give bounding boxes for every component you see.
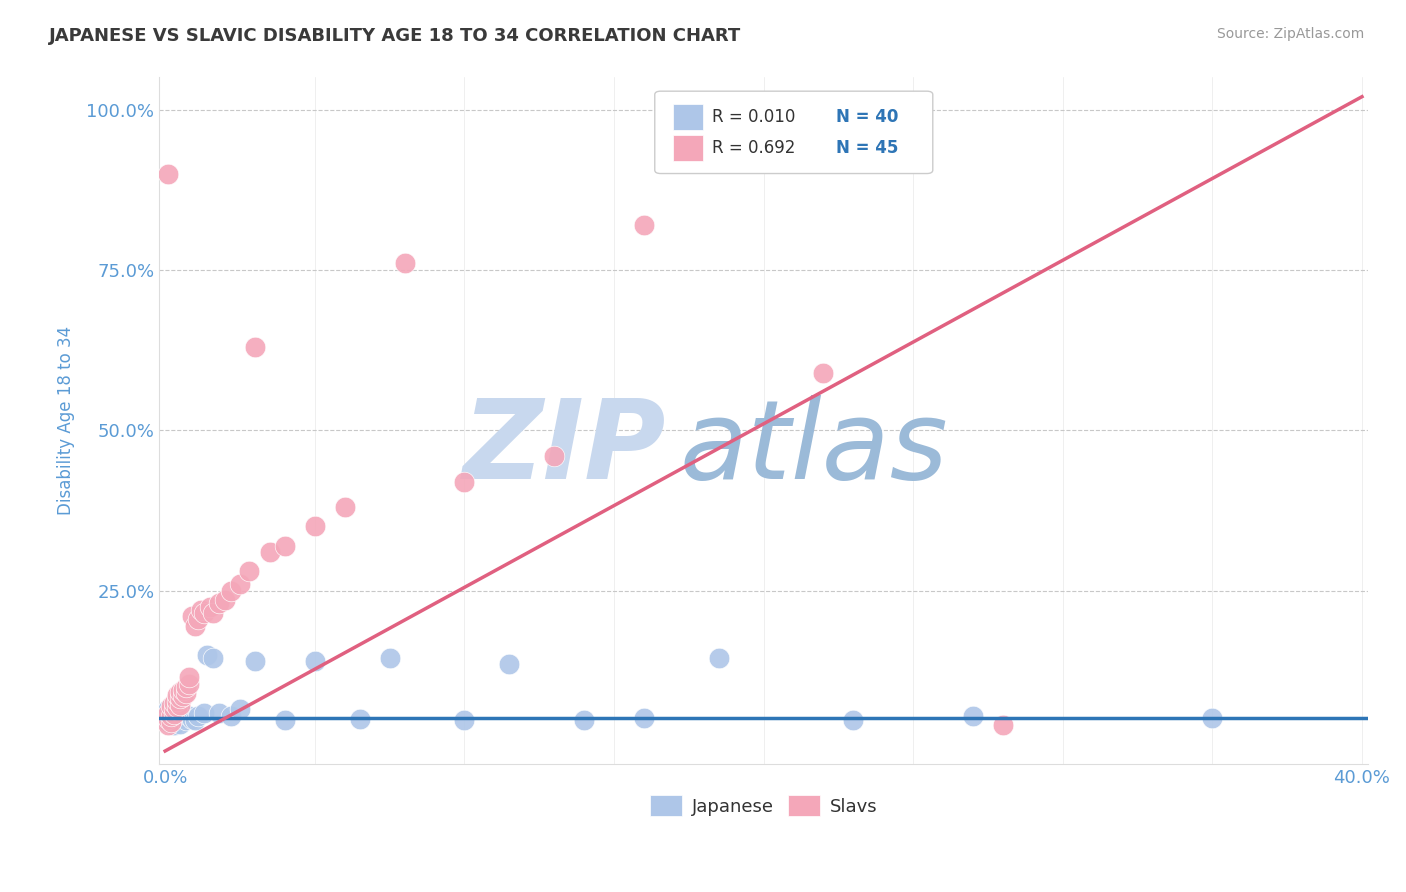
- Point: [163, 713, 186, 727]
- Point: [177, 708, 200, 723]
- Point: [274, 539, 297, 553]
- Point: [193, 706, 215, 720]
- Point: [187, 708, 209, 723]
- Point: [198, 599, 221, 614]
- Point: [214, 593, 236, 607]
- Point: [174, 686, 197, 700]
- Point: [160, 708, 183, 723]
- Point: [238, 565, 260, 579]
- Point: [219, 708, 242, 723]
- Point: [163, 696, 186, 710]
- Point: [160, 712, 183, 726]
- Point: [166, 711, 188, 725]
- Point: [166, 694, 188, 708]
- Point: [157, 718, 180, 732]
- Point: [333, 500, 356, 515]
- Point: [166, 700, 188, 714]
- Point: [169, 706, 191, 720]
- Point: [202, 651, 225, 665]
- Point: [229, 577, 252, 591]
- Point: [453, 713, 475, 727]
- Point: [181, 609, 204, 624]
- Point: [813, 366, 835, 380]
- Point: [169, 685, 191, 699]
- Text: R = 0.010: R = 0.010: [711, 108, 794, 126]
- Point: [163, 706, 186, 721]
- Point: [453, 475, 475, 489]
- Point: [187, 612, 209, 626]
- Point: [177, 676, 200, 690]
- Text: N = 40: N = 40: [837, 108, 898, 126]
- Point: [193, 606, 215, 620]
- Point: [498, 657, 520, 672]
- Point: [163, 718, 186, 732]
- Text: N = 45: N = 45: [837, 139, 898, 157]
- Point: [202, 606, 225, 620]
- Point: [394, 256, 416, 270]
- Point: [166, 713, 188, 727]
- Point: [349, 712, 371, 726]
- Point: [259, 545, 281, 559]
- Point: [543, 449, 565, 463]
- Point: [172, 711, 194, 725]
- Point: [172, 690, 194, 704]
- Point: [243, 654, 266, 668]
- Point: [160, 715, 183, 730]
- Point: [169, 717, 191, 731]
- Point: [157, 715, 180, 730]
- Point: [172, 683, 194, 698]
- Y-axis label: Disability Age 18 to 34: Disability Age 18 to 34: [58, 326, 75, 516]
- Point: [157, 167, 180, 181]
- Text: Source: ZipAtlas.com: Source: ZipAtlas.com: [1216, 27, 1364, 41]
- Point: [160, 706, 183, 720]
- Point: [157, 702, 180, 716]
- Point: [304, 519, 326, 533]
- Point: [190, 603, 212, 617]
- Point: [304, 654, 326, 668]
- Point: [169, 698, 191, 712]
- Point: [219, 583, 242, 598]
- Point: [181, 712, 204, 726]
- Point: [229, 702, 252, 716]
- Bar: [673, 135, 703, 161]
- Bar: [673, 103, 703, 129]
- Point: [991, 718, 1014, 732]
- Point: [157, 706, 180, 720]
- Point: [160, 708, 183, 723]
- Text: JAPANESE VS SLAVIC DISABILITY AGE 18 TO 34 CORRELATION CHART: JAPANESE VS SLAVIC DISABILITY AGE 18 TO …: [49, 27, 741, 45]
- Point: [174, 680, 197, 694]
- Point: [378, 651, 401, 665]
- Text: atlas: atlas: [679, 394, 948, 501]
- Point: [633, 218, 655, 232]
- Point: [163, 708, 186, 723]
- Text: ZIP: ZIP: [464, 394, 666, 501]
- Point: [572, 713, 595, 727]
- Point: [157, 712, 180, 726]
- Point: [842, 713, 865, 727]
- Point: [169, 691, 191, 706]
- Point: [633, 711, 655, 725]
- Point: [1201, 711, 1223, 725]
- Point: [707, 651, 730, 665]
- Point: [274, 713, 297, 727]
- Point: [166, 688, 188, 702]
- Point: [166, 706, 188, 721]
- Point: [177, 670, 200, 684]
- Point: [163, 702, 186, 716]
- Point: [174, 713, 197, 727]
- Point: [208, 706, 231, 720]
- Point: [184, 619, 207, 633]
- Text: R = 0.692: R = 0.692: [711, 139, 794, 157]
- Point: [962, 708, 984, 723]
- Point: [184, 713, 207, 727]
- Point: [160, 699, 183, 714]
- Point: [243, 340, 266, 354]
- FancyBboxPatch shape: [655, 91, 932, 174]
- Point: [195, 648, 218, 662]
- Legend: Japanese, Slavs: Japanese, Slavs: [643, 789, 884, 823]
- Point: [208, 597, 231, 611]
- Point: [172, 706, 194, 721]
- Point: [157, 708, 180, 723]
